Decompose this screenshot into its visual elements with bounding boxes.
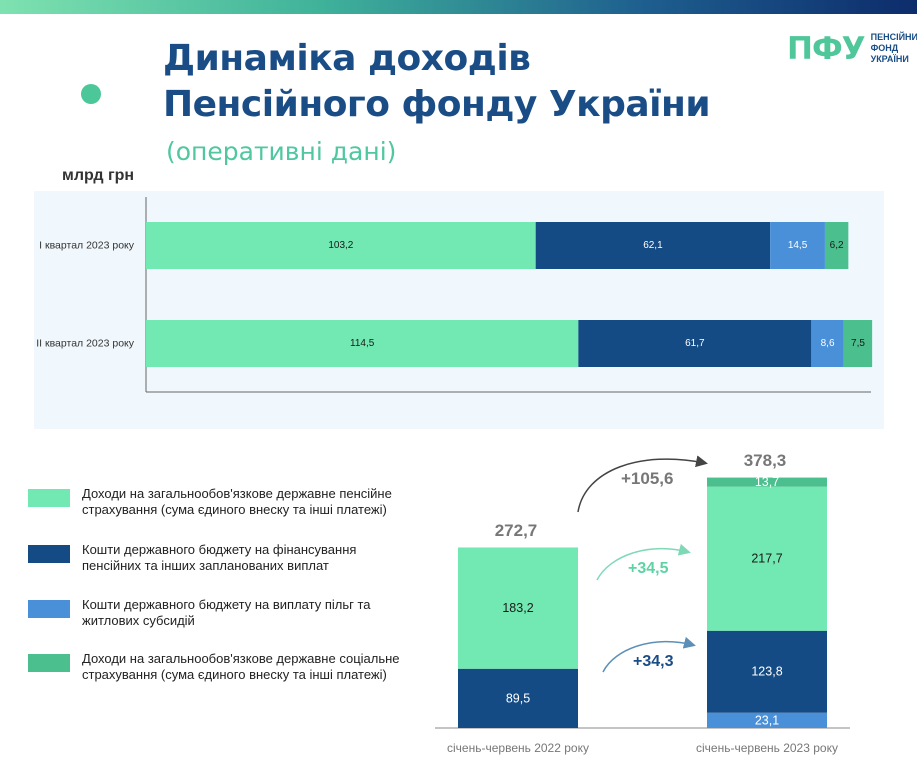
total-change-label: +105,6 [621,469,673,488]
v-bar-segment [458,547,578,669]
v-bar-value-label: 23,1 [755,713,779,727]
legend-label: Кошти державного бюджету на виплату піль… [82,597,371,628]
v-bar-segment [707,630,827,713]
title-line-1: Динаміка доходів [163,38,531,79]
green-change-label: +34,5 [628,560,669,577]
h-bar-segment [811,320,844,367]
h-bar-segment [578,320,812,367]
h-bar-value-label: 8,6 [821,338,835,349]
blue-change-arrow [602,636,696,673]
h-bar-segment [146,320,579,367]
quarterly-bar-chart: I квартал 2023 року 103,2 62,1 14,5 6,2 II кв… [36,197,873,393]
v-bar-value-label: 13,7 [755,475,779,489]
legend-label: Доходи на загальнообов'язкове державне п… [82,486,392,517]
logo-line-1: ПЕНСІЙНИЙ [870,32,917,42]
logo-line-3: УКРАЇНИ [870,54,909,64]
h-bar-value-label: 103,2 [328,240,353,251]
v-bar-total-label: 272,7 [495,521,538,540]
pfu-logo: ПФУ ПЕНСІЙНИЙ ФОНД УКРАЇНИ [787,32,917,66]
legend-swatch [28,600,70,618]
h-bar-segment [843,320,873,367]
v-bar-segment [707,477,827,487]
legend-label: Доходи на загальнообов'язкове державне с… [82,651,400,682]
h-bar-segment [535,222,771,269]
h-bar-value-label: 61,7 [685,338,705,349]
logo-mark: ПФУ [787,31,866,67]
v-bar-value-label: 89,5 [506,691,530,705]
h-bar-value-label: 62,1 [643,240,663,251]
v-bar-segment [707,712,827,728]
legend-label: Кошти державного бюджету на фінансування… [82,542,357,573]
h-bar-value-label: 14,5 [788,240,808,251]
h-bar-value-label: 6,2 [830,240,844,251]
half-year-bar-chart: 89,5 183,2 272,7 січень-червень 2022 року 23… [435,451,850,755]
v-bar-segment [458,668,578,728]
legend-item: Доходи на загальнообов'язкове державне п… [28,486,402,518]
legend-swatch [28,654,70,672]
title-line-2: Пенсійного фонду України [163,84,711,125]
blue-change-label: +34,3 [633,653,674,670]
h-bar-segment [770,222,825,269]
v-category-label: січень-червень 2022 року [447,741,589,755]
legend-item: Доходи на загальнообов'язкове державне с… [28,651,402,683]
h-bar-segment [824,222,849,269]
change-annotations: +105,6 +34,5 +34,3 [577,455,708,673]
top-gradient-bar [0,0,917,14]
h-bar-value-label: 7,5 [851,338,865,349]
logo-line-2: ФОНД [870,43,899,53]
unit-label: млрд грн [62,167,135,184]
v-bar-total-label: 378,3 [744,451,787,470]
decorative-dot [81,84,101,104]
page-title: Динаміка доходів Пенсійного фонду Україн… [163,36,711,128]
h-bar-segment [146,222,536,269]
logo-text: ПЕНСІЙНИЙ ФОНД УКРАЇНИ [871,32,917,65]
v-bar-segment [707,486,827,631]
v-bar-value-label: 217,7 [751,552,782,566]
legend-item: Кошти державного бюджету на фінансування… [28,542,402,574]
h-category-label: II квартал 2023 року [36,338,134,350]
page-subtitle: (оперативні дані) [166,137,397,166]
legend-swatch [28,489,70,507]
legend-item: Кошти державного бюджету на виплату піль… [28,597,402,629]
h-category-label: I квартал 2023 року [39,240,135,252]
legend-swatch [28,545,70,563]
green-change-arrow [596,543,691,581]
h-bar-value-label: 114,5 [350,338,375,349]
v-bar-value-label: 123,8 [751,665,782,679]
v-category-label: січень-червень 2023 року [696,741,838,755]
total-change-arrow [577,455,708,513]
v-bar-value-label: 183,2 [502,601,533,615]
